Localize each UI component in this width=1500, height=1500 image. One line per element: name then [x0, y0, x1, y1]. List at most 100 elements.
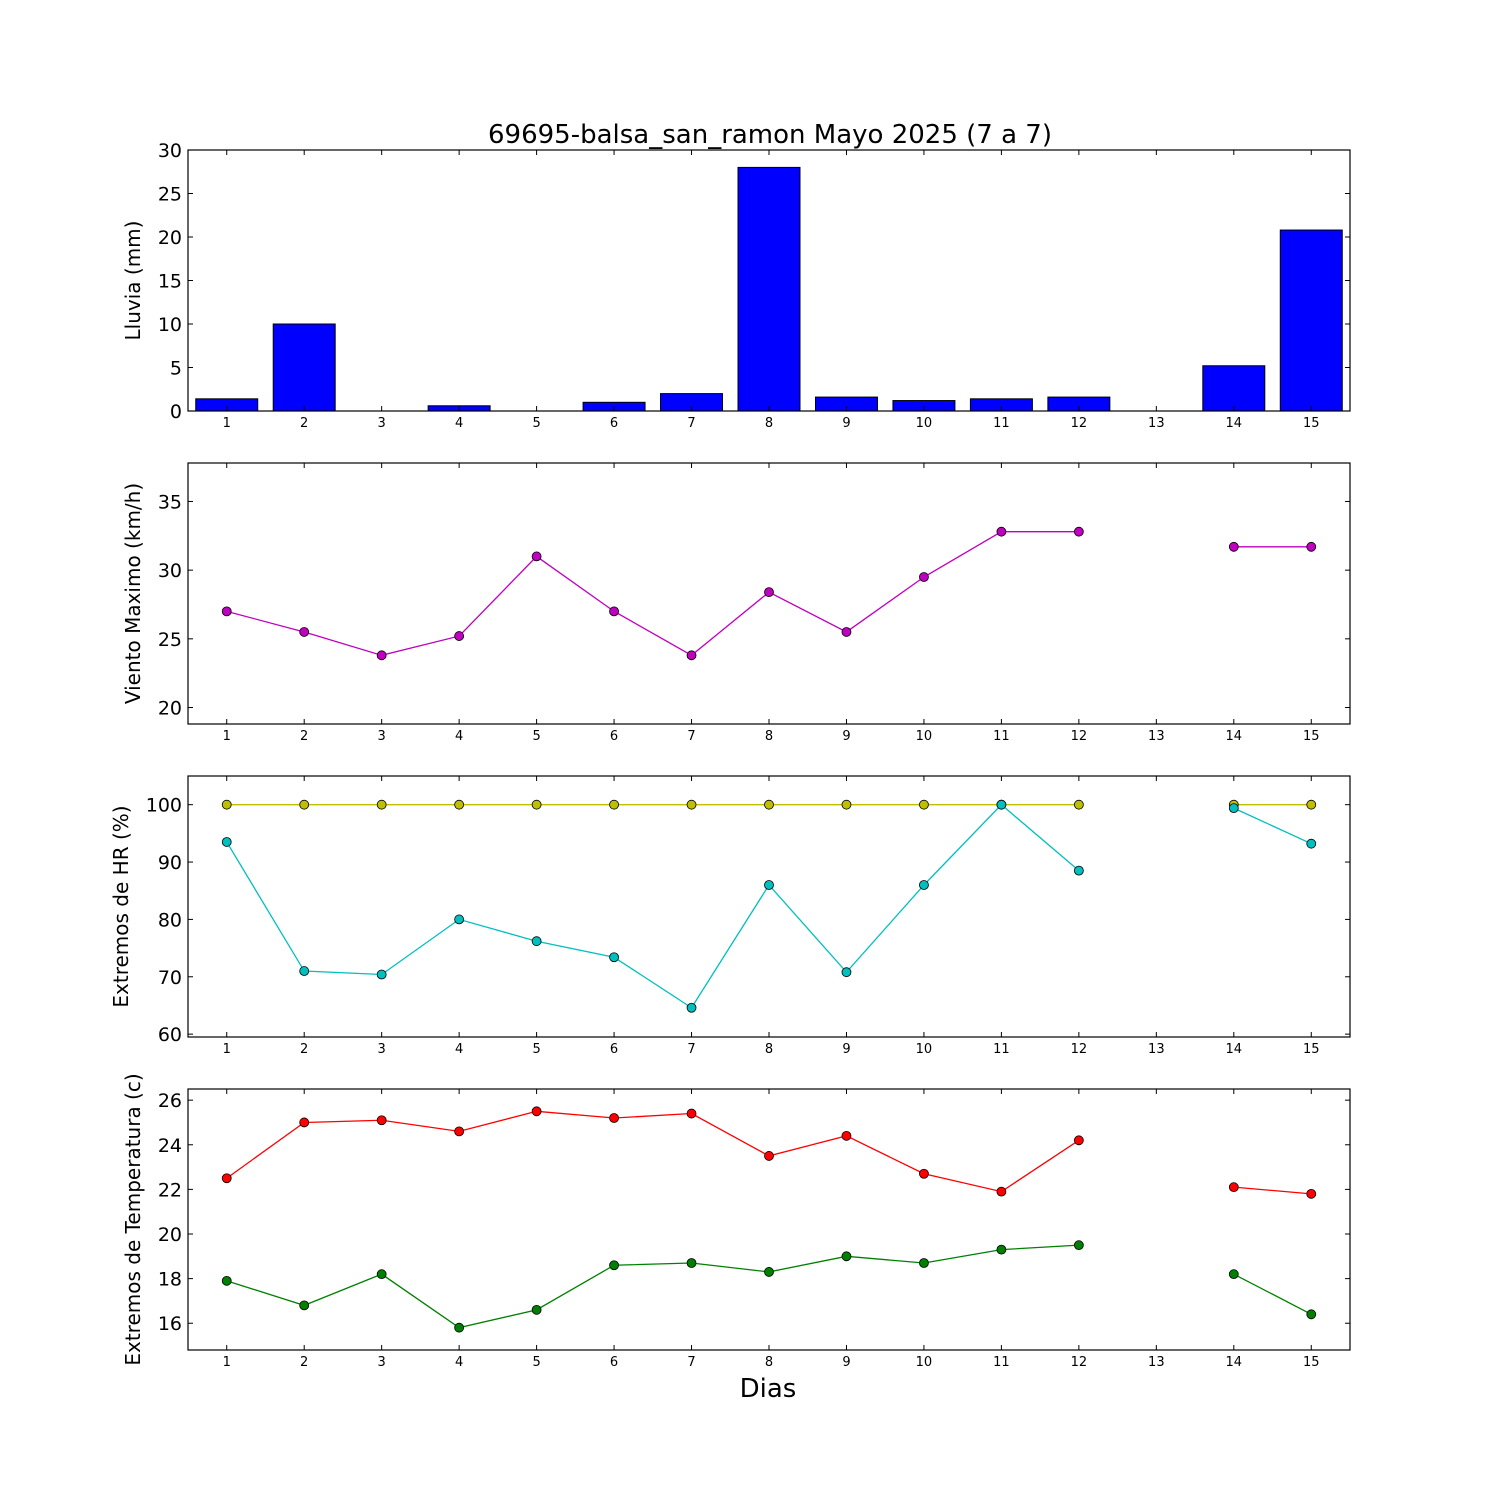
series-1-point-day-4 — [454, 799, 465, 810]
y-tick-label: 30 — [158, 140, 182, 162]
y-tick-label: 15 — [158, 271, 182, 293]
y-tick-label: 20 — [158, 227, 182, 249]
y-tick-label: 35 — [158, 491, 182, 513]
bar-day-2 — [272, 323, 336, 412]
series-1-point-day-10 — [919, 799, 929, 810]
series-2-point-day-8 — [764, 880, 774, 890]
x-tick-label: 8 — [765, 729, 773, 744]
x-tick-label: 13 — [1148, 1355, 1165, 1370]
y-tick-label: 10 — [158, 314, 182, 336]
x-tick-label: 9 — [842, 1042, 850, 1057]
series-1-point-day-14 — [1228, 1182, 1239, 1193]
series-2-point-day-4 — [454, 1322, 465, 1333]
x-tick-label: 1 — [223, 1355, 231, 1370]
x-tick-label: 7 — [687, 729, 695, 744]
x-tick-label: 10 — [916, 729, 933, 744]
x-tick-label: 1 — [223, 729, 231, 744]
panel-1: 1 2 3 4 5 6 7 8 9 10 11 12 13 14 15051015202530Lluvia … — [121, 140, 1351, 431]
series-2-point-day-2 — [299, 1300, 310, 1311]
x-tick-label: 5 — [532, 729, 540, 744]
y-tick-label: 80 — [158, 909, 182, 931]
panel-4: 1 2 3 4 5 6 7 8 9 10 11 12 13 14 15161820222426Extremo… — [121, 1073, 1351, 1370]
series-2-line — [226, 1244, 1079, 1329]
x-tick-label: 8 — [765, 1042, 773, 1057]
series-1-point-day-15 — [1306, 1188, 1317, 1199]
series-2-point-day-10 — [919, 880, 929, 890]
series-1-point-day-1 — [221, 1173, 232, 1184]
y-tick-label: 30 — [158, 560, 182, 582]
series-1-point-day-4 — [454, 631, 465, 641]
y-tick-label: 90 — [158, 852, 182, 874]
series-1-point-day-14 — [1228, 541, 1239, 552]
series-2-point-day-5 — [531, 936, 542, 947]
x-tick-label: 9 — [842, 729, 850, 744]
y-tick-label: 70 — [158, 967, 182, 989]
x-tick-label: 3 — [378, 1042, 386, 1057]
y-tick-label: 20 — [158, 1224, 182, 1246]
series-2-point-day-3 — [376, 969, 387, 980]
x-tick-label: 4 — [455, 1355, 463, 1370]
x-tick-label: 5 — [532, 416, 540, 431]
series-1-point-day-11 — [996, 1186, 1007, 1197]
x-tick-label: 13 — [1148, 1042, 1165, 1057]
x-tick-label: 11 — [993, 416, 1010, 431]
series-2-point-day-7 — [686, 1258, 697, 1268]
y-axis-label: Lluvia (mm) — [121, 221, 145, 341]
y-tick-label: 26 — [158, 1090, 182, 1112]
series-2-point-day-1 — [221, 1275, 232, 1286]
series-1-point-day-10 — [919, 1168, 929, 1179]
x-tick-label: 6 — [610, 1042, 618, 1057]
y-tick-label: 18 — [158, 1269, 182, 1291]
x-tick-label: 5 — [532, 1355, 540, 1370]
x-tick-label: 10 — [916, 416, 933, 431]
series-2-point-day-9 — [841, 1251, 852, 1262]
series-1-point-day-7 — [686, 650, 697, 661]
series-1-point-day-8 — [764, 799, 774, 810]
x-tick-label: 13 — [1148, 729, 1165, 744]
series-1-point-day-2 — [299, 627, 310, 637]
series-1-line — [226, 1110, 1080, 1193]
series-2-point-day-15 — [1306, 838, 1317, 849]
series-1-point-day-12 — [1073, 1135, 1084, 1146]
x-tick-label: 12 — [1071, 729, 1088, 744]
y-tick-label: 24 — [158, 1135, 182, 1157]
series-1-point-day-12 — [1073, 526, 1084, 537]
y-axis-label: Viento Maximo (km/h) — [121, 483, 145, 704]
series-1-point-day-15 — [1306, 541, 1317, 552]
series-2-point-day-12 — [1073, 865, 1084, 876]
y-tick-label: 25 — [158, 184, 182, 206]
series-1-point-day-12 — [1073, 799, 1084, 810]
x-tick-label: 2 — [300, 416, 308, 431]
series-1-point-day-8 — [764, 587, 774, 598]
series-1-point-day-6 — [609, 1113, 619, 1123]
x-tick-label: 7 — [687, 1042, 695, 1057]
x-tick-label: 2 — [300, 1042, 308, 1057]
x-tick-label: 4 — [455, 729, 463, 744]
series-1-point-day-6 — [609, 606, 619, 617]
x-tick-label: 4 — [455, 416, 463, 431]
x-tick-label: 12 — [1071, 1355, 1088, 1370]
x-tick-label: 3 — [378, 729, 386, 744]
series-2-line — [226, 803, 1080, 1009]
x-tick-label: 15 — [1303, 729, 1320, 744]
panel-3: 1 2 3 4 5 6 7 8 9 10 11 12 13 14 1560708090100Extremos… — [109, 775, 1351, 1057]
bar-day-14 — [1202, 365, 1266, 412]
series-2-point-day-6 — [609, 1260, 619, 1271]
x-tick-label: 7 — [687, 1355, 695, 1370]
series-1-point-day-4 — [454, 1126, 465, 1137]
x-tick-label: 14 — [1226, 1042, 1243, 1057]
series-1-line — [1233, 1186, 1312, 1195]
series-2-point-day-12 — [1073, 1240, 1084, 1251]
series-2-point-day-15 — [1306, 1309, 1317, 1320]
y-tick-label: 20 — [158, 698, 182, 720]
series-2-line — [1233, 807, 1312, 845]
series-1-point-day-5 — [531, 1106, 542, 1117]
x-tick-label: 3 — [378, 1355, 386, 1370]
x-tick-label: 2 — [300, 1355, 308, 1370]
series-2-point-day-14 — [1228, 803, 1239, 814]
x-tick-label: 5 — [532, 1042, 540, 1057]
series-2-point-day-2 — [299, 966, 310, 976]
x-tick-label: 10 — [916, 1355, 933, 1370]
x-tick-label: 13 — [1148, 416, 1165, 431]
